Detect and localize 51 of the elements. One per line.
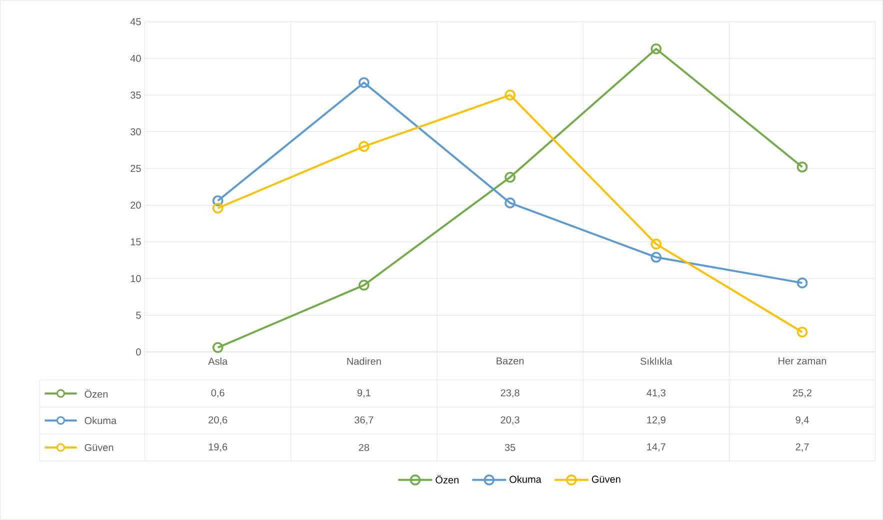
x-tick-label: Bazen [496, 358, 524, 365]
legend-label: Okuma [84, 416, 117, 424]
point [504, 172, 516, 183]
y-tick-label: 5 [136, 312, 141, 319]
point [358, 77, 370, 88]
y-tick-label: 0 [136, 348, 141, 356]
legend-label: Özen [84, 389, 108, 398]
data-label: 20,3 [500, 416, 520, 425]
point [358, 141, 370, 152]
data-label: 35 [504, 444, 516, 452]
point [650, 252, 662, 263]
point [212, 195, 224, 206]
data-label: 0,6 [211, 389, 224, 398]
point [796, 326, 808, 338]
x-tick-label: Asla [208, 358, 228, 365]
text: Okuma [510, 476, 542, 484]
y-tick-label: 15 [130, 238, 141, 246]
x-tick-label: Her zaman [778, 358, 826, 365]
point [796, 162, 808, 173]
point [212, 202, 224, 214]
data-label: 12,9 [647, 416, 666, 425]
text: Güven [84, 444, 114, 452]
data-label: 19,6 [208, 443, 228, 452]
data-label: 41,3 [646, 389, 666, 398]
legend-label: Güven [592, 476, 620, 483]
point [358, 280, 370, 291]
data-label: 28 [358, 444, 370, 452]
point [504, 90, 516, 101]
data-label: 14,7 [647, 444, 666, 452]
y-tick-label: 20 [130, 202, 141, 209]
data-label: 25,2 [793, 389, 812, 398]
data-label: 9,1 [357, 389, 370, 398]
point [796, 278, 808, 288]
point [650, 238, 662, 250]
data-label: 20,6 [208, 416, 228, 425]
x-tick-label: Sıklıkla [640, 358, 672, 365]
y-tick-label: 40 [130, 54, 141, 62]
point [212, 342, 224, 354]
data-label: 36,7 [354, 416, 374, 425]
data-label: 23,8 [500, 389, 520, 398]
text: Özen [436, 475, 458, 484]
point [650, 44, 662, 54]
x-tick-label: Nadiren [347, 358, 381, 365]
data-label: 9,4 [796, 416, 809, 425]
point [504, 198, 516, 208]
data-label: 2,7 [796, 443, 809, 452]
y-tick-label: 25 [130, 165, 141, 172]
y-tick-label: 30 [130, 128, 141, 136]
y-tick-label: 35 [130, 92, 141, 99]
y-tick-label: 10 [130, 275, 141, 282]
y-tick-label: 45 [130, 18, 141, 26]
